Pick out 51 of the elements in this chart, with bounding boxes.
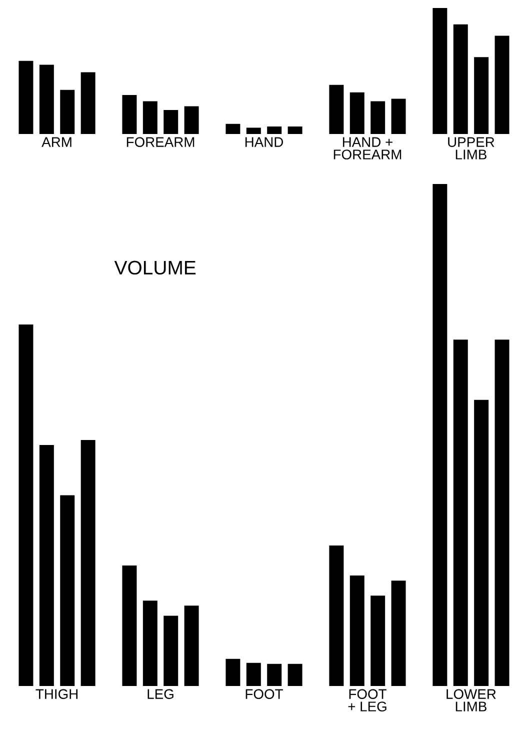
bar bbox=[60, 90, 75, 134]
x-tick-label: FOOT bbox=[246, 689, 283, 699]
bar bbox=[122, 566, 137, 686]
bar bbox=[39, 445, 54, 686]
bar bbox=[39, 64, 54, 134]
bar bbox=[288, 126, 302, 134]
bar bbox=[60, 495, 75, 686]
bar bbox=[494, 340, 510, 686]
bar bbox=[474, 400, 489, 686]
x-tick-label: FOOT + LEG bbox=[348, 689, 386, 712]
x-tick-label: FOREARM bbox=[126, 137, 194, 147]
bar bbox=[391, 98, 406, 134]
bar bbox=[267, 664, 282, 686]
bar bbox=[453, 24, 468, 134]
bar bbox=[246, 128, 261, 134]
bar bbox=[432, 184, 448, 686]
bar bbox=[370, 596, 386, 686]
bar bbox=[494, 36, 510, 134]
x-tick-label: ARM bbox=[42, 137, 72, 147]
bar bbox=[391, 580, 406, 686]
bar bbox=[288, 664, 302, 686]
bar bbox=[370, 101, 386, 134]
bar bbox=[329, 545, 344, 686]
bar bbox=[267, 126, 282, 134]
bar bbox=[474, 57, 489, 134]
x-tick-label: HAND bbox=[245, 137, 284, 147]
bar bbox=[164, 616, 178, 686]
bar bbox=[226, 658, 240, 686]
bar bbox=[350, 92, 364, 134]
bar bbox=[226, 124, 240, 134]
bar bbox=[142, 600, 158, 686]
bar bbox=[18, 60, 34, 134]
text: VOLUME bbox=[114, 260, 196, 275]
bar bbox=[246, 662, 261, 686]
bar bbox=[80, 440, 96, 686]
bar bbox=[432, 8, 448, 134]
bar bbox=[18, 324, 34, 686]
bar bbox=[329, 84, 344, 134]
bar bbox=[453, 340, 468, 686]
bar bbox=[80, 72, 96, 134]
x-tick-label: LEG bbox=[148, 689, 174, 699]
bar bbox=[122, 94, 137, 134]
bar bbox=[164, 110, 178, 134]
bar bbox=[184, 106, 199, 134]
x-tick-label: THIGH bbox=[36, 689, 78, 699]
bar bbox=[350, 576, 364, 686]
x-tick-label: LOWER LIMB bbox=[446, 689, 496, 712]
bar bbox=[142, 101, 158, 134]
x-tick-label: HAND + FOREARM bbox=[334, 137, 402, 160]
x-tick-label: UPPER LIMB bbox=[448, 137, 494, 160]
bar bbox=[184, 606, 199, 686]
